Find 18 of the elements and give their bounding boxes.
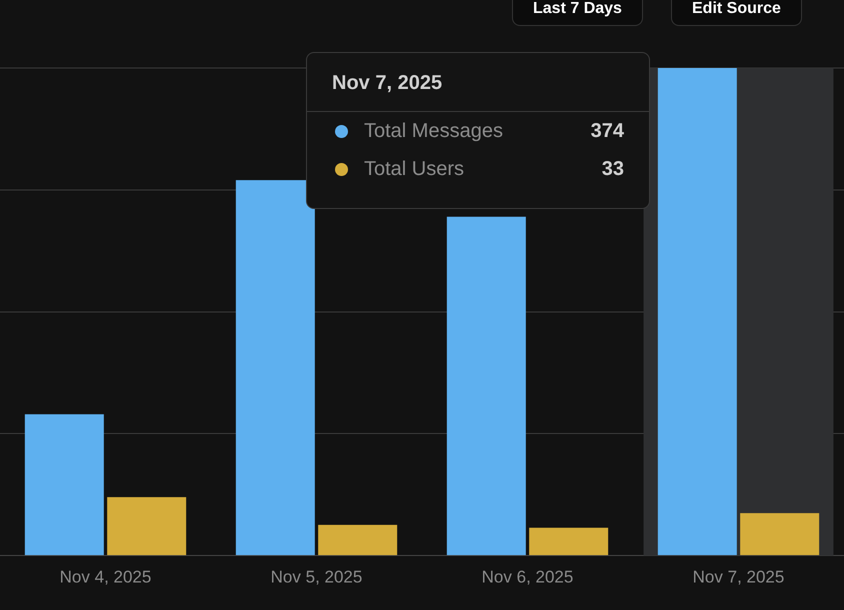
- button: Edit Source: [671, 0, 802, 26]
- bar: [236, 180, 315, 556]
- annotation: 374: [590, 119, 624, 144]
- x-tick-label: Nov 7, 2025: [692, 567, 784, 586]
- bar: [740, 513, 820, 556]
- x-tick-label: Nov 4, 2025: [60, 567, 152, 586]
- button: Last 7 Days: [512, 0, 643, 26]
- bar: [446, 216, 526, 556]
- annotation: Nov 7, 2025: [331, 71, 444, 96]
- legend-label: Total Users: [364, 158, 464, 180]
- annotation: 33: [602, 157, 624, 182]
- x-tick-label: Nov 5, 2025: [270, 567, 362, 586]
- bar: [107, 497, 186, 556]
- bar: [24, 414, 104, 556]
- bar: [529, 528, 608, 556]
- x-tick-label: Nov 6, 2025: [482, 567, 574, 586]
- bar: [318, 524, 398, 556]
- legend-label: Total Messages: [364, 120, 503, 142]
